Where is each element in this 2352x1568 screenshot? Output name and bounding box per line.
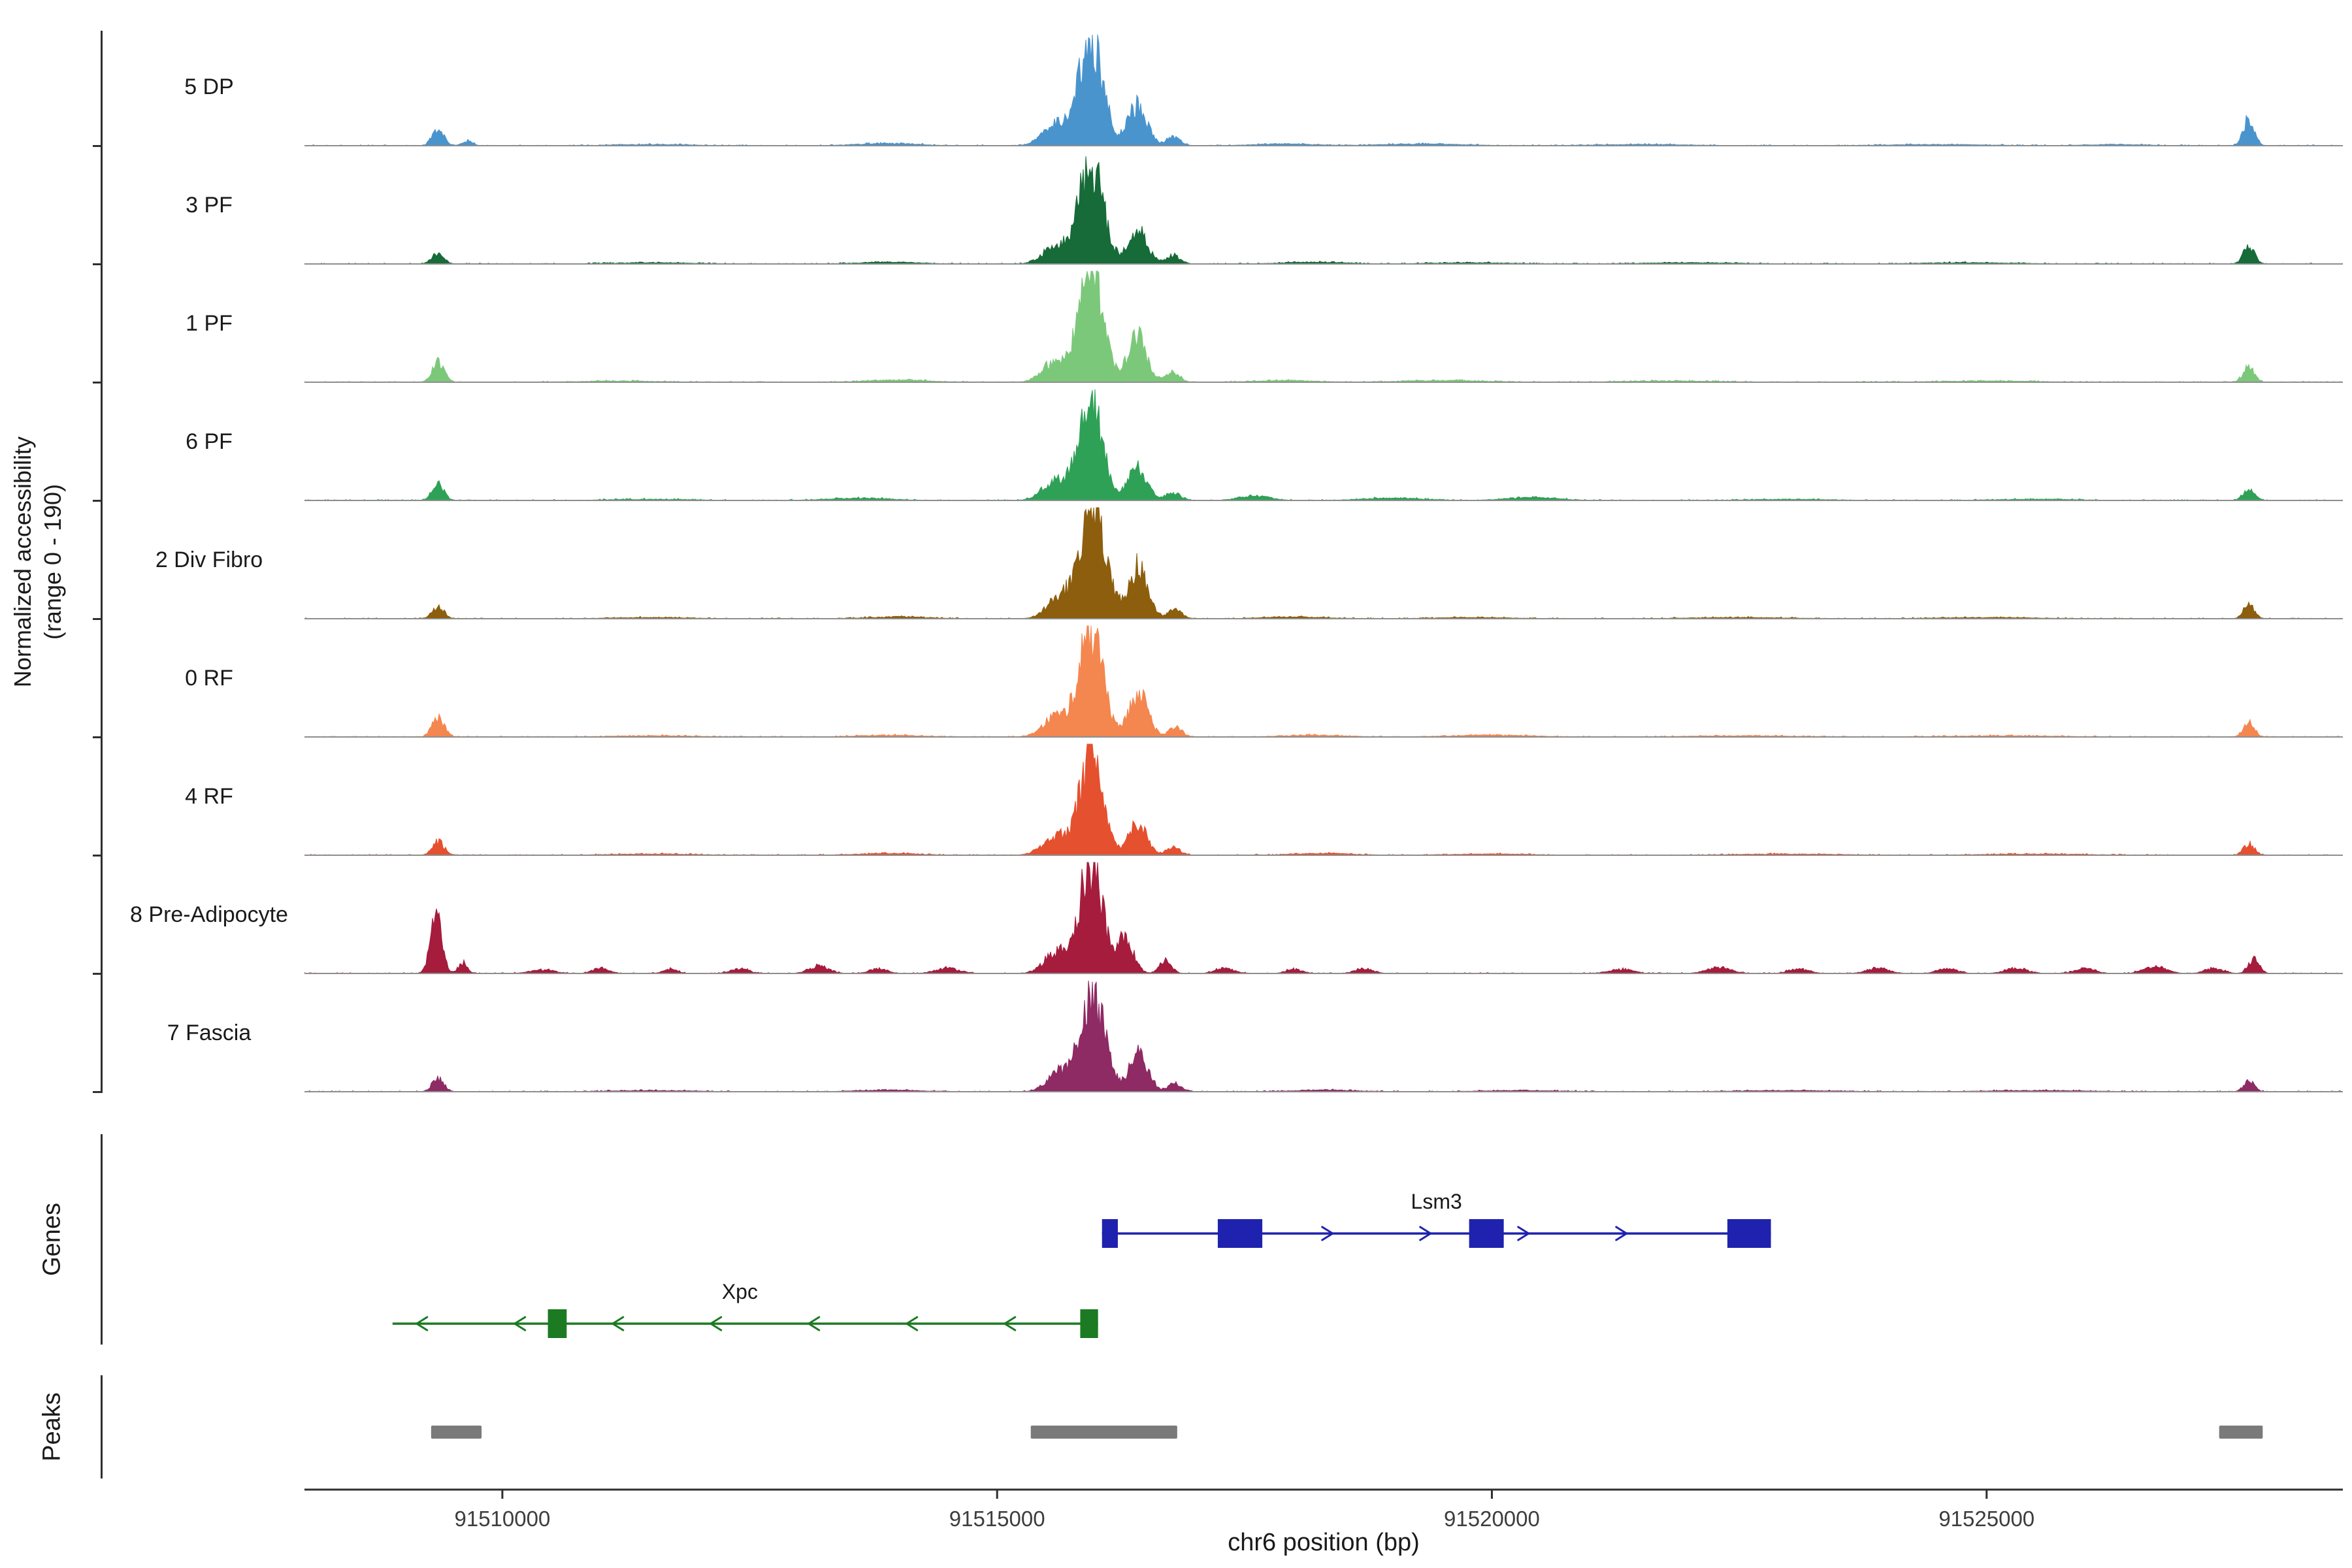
track-label: 6 PF bbox=[186, 429, 233, 454]
track-label: 7 Fascia bbox=[167, 1021, 252, 1045]
track-signal bbox=[304, 34, 2343, 146]
coverage-area bbox=[304, 507, 2343, 619]
track-label: 4 RF bbox=[185, 784, 233, 809]
track-label: 8 Pre-Adipocyte bbox=[130, 902, 288, 927]
gene-exon bbox=[1217, 1219, 1263, 1248]
strand-arrow-icon bbox=[808, 1316, 821, 1331]
peaks-section-label: Peaks bbox=[38, 1392, 66, 1462]
track-signal bbox=[304, 156, 2343, 265]
x-tick-label: 91515000 bbox=[949, 1507, 1045, 1531]
track-signal bbox=[304, 980, 2343, 1092]
genes-panel: Lsm3 Xpc bbox=[392, 1190, 1771, 1338]
peaks-axis-line bbox=[101, 1375, 103, 1478]
strand-arrow-icon bbox=[906, 1316, 919, 1331]
track-signal bbox=[304, 389, 2343, 501]
y-axis-tick bbox=[93, 145, 102, 147]
track-label: 2 Div Fibro bbox=[155, 547, 263, 572]
strand-arrow-icon bbox=[1419, 1226, 1432, 1241]
genes-section-label: Genes bbox=[38, 1203, 66, 1276]
y-axis-tick bbox=[93, 973, 102, 975]
peaks-panel bbox=[431, 1426, 2263, 1439]
coverage-tracks-panel: 5 DP 3 PF 1 PF 6 PF 2 Div Fibro 0 RF 4 RF 8 Pre… bbox=[0, 28, 2352, 1093]
track-label: 5 DP bbox=[184, 74, 234, 99]
coverage-area bbox=[304, 270, 2343, 383]
peak-bar bbox=[431, 1426, 482, 1439]
y-axis-tick bbox=[93, 382, 102, 384]
track-signal bbox=[304, 625, 2343, 738]
track-label: 0 RF bbox=[185, 666, 233, 691]
coverage-area bbox=[304, 156, 2343, 265]
y-axis-tick bbox=[93, 1091, 102, 1093]
coverage-area bbox=[304, 862, 2343, 974]
y-axis-tick bbox=[93, 263, 102, 265]
y-axis-tick bbox=[93, 736, 102, 738]
track-signal bbox=[304, 862, 2343, 974]
x-axis-title: chr6 position (bp) bbox=[1228, 1529, 1420, 1556]
coverage-area bbox=[304, 389, 2343, 501]
track-signal bbox=[304, 270, 2343, 383]
gene-exon bbox=[1727, 1219, 1771, 1248]
x-tick-label: 91510000 bbox=[454, 1507, 550, 1531]
gene-exon bbox=[1102, 1219, 1118, 1248]
track-row: 8 Pre-Adipocyte bbox=[0, 856, 2352, 974]
gene-name-label: Xpc bbox=[722, 1280, 758, 1303]
x-axis: 91510000 91515000 91520000 91525000 bbox=[304, 1488, 2343, 1531]
coverage-area bbox=[304, 980, 2343, 1092]
y-axis-tick bbox=[93, 618, 102, 620]
x-tick-label: 91525000 bbox=[1938, 1507, 2034, 1531]
track-row: 2 Div Fibro bbox=[0, 501, 2352, 619]
gene-exon bbox=[1080, 1309, 1098, 1338]
strand-arrow-icon bbox=[1615, 1226, 1628, 1241]
strand-arrow-icon bbox=[1004, 1316, 1017, 1331]
strand-arrow-icon bbox=[1321, 1226, 1334, 1241]
track-row: 1 PF bbox=[0, 265, 2352, 383]
tracks-axis-line bbox=[101, 31, 103, 1093]
coverage-area bbox=[304, 743, 2343, 856]
y-axis-tick bbox=[93, 500, 102, 502]
genes-axis-line bbox=[101, 1134, 103, 1345]
track-row: 5 DP bbox=[0, 28, 2352, 146]
coverage-area bbox=[304, 625, 2343, 738]
track-row: 4 RF bbox=[0, 738, 2352, 856]
peak-bar bbox=[2219, 1426, 2263, 1439]
coverage-area bbox=[304, 34, 2343, 146]
strand-arrow-icon bbox=[1517, 1226, 1530, 1241]
strand-arrow-icon bbox=[710, 1316, 723, 1331]
strand-arrow-icon bbox=[612, 1316, 625, 1331]
gene-name-label: Lsm3 bbox=[1411, 1190, 1462, 1213]
gene-exon bbox=[547, 1309, 567, 1338]
strand-arrow-icon bbox=[514, 1316, 527, 1331]
track-label: 1 PF bbox=[186, 311, 233, 336]
peak-bar bbox=[1030, 1426, 1177, 1439]
track-row: 6 PF bbox=[0, 383, 2352, 501]
strand-arrow-icon bbox=[416, 1316, 429, 1331]
x-tick-label: 91520000 bbox=[1444, 1507, 1540, 1531]
track-signal bbox=[304, 743, 2343, 856]
gene-exon bbox=[1469, 1219, 1504, 1248]
track-row: 7 Fascia bbox=[0, 974, 2352, 1092]
track-row: 3 PF bbox=[0, 146, 2352, 265]
track-signal bbox=[304, 507, 2343, 619]
y-axis-tick bbox=[93, 855, 102, 857]
track-label: 3 PF bbox=[186, 193, 233, 218]
track-row: 0 RF bbox=[0, 619, 2352, 738]
